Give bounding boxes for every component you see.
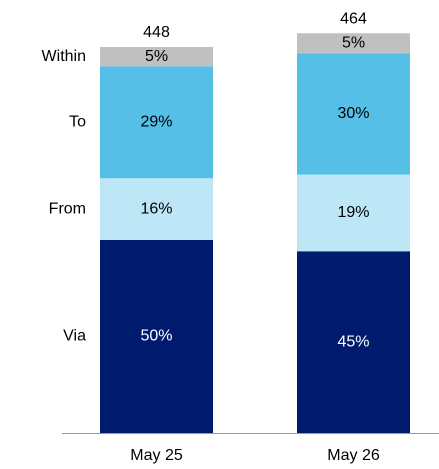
- value-label: 5%: [342, 35, 365, 52]
- x-tick-label: May 26: [327, 447, 380, 464]
- bar-segment: [297, 174, 410, 252]
- bar-segment: [100, 66, 213, 179]
- value-label: 19%: [337, 204, 369, 221]
- bar-segment: [297, 53, 410, 175]
- x-tick-label: May 25: [130, 447, 183, 464]
- value-label: 16%: [140, 200, 172, 217]
- series-label: Via: [63, 328, 86, 345]
- bar-segment: [100, 47, 213, 67]
- value-label: 29%: [140, 113, 172, 130]
- bar-segment: [297, 251, 410, 433]
- value-label: 30%: [337, 105, 369, 122]
- value-label: 50%: [140, 328, 172, 345]
- value-label: 5%: [145, 48, 168, 65]
- total-label: 464: [340, 10, 367, 27]
- series-label: To: [69, 113, 86, 130]
- series-label: From: [49, 200, 86, 217]
- value-label: 45%: [337, 333, 369, 350]
- bar-segment: [100, 240, 213, 433]
- series-label: Within: [42, 48, 86, 65]
- total-label: 448: [143, 24, 170, 41]
- bar-segment: [100, 178, 213, 240]
- bar-segment: [297, 33, 410, 54]
